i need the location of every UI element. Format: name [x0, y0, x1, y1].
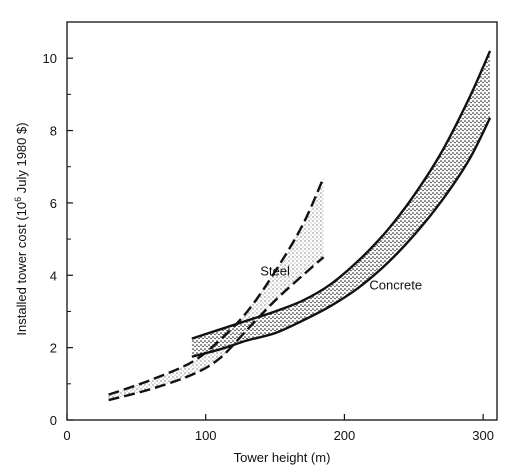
y-axis-title: Installed tower cost (106 July 1980 $) [13, 122, 29, 335]
x-tick-label: 200 [334, 428, 356, 443]
y-tick-label: 10 [43, 51, 57, 66]
band-layer [108, 50, 491, 401]
y-axis-title-superscript: 6 [13, 197, 23, 202]
y-tick-label: 6 [50, 196, 57, 211]
y-tick-label: 2 [50, 341, 57, 356]
x-tick-label: 300 [472, 428, 494, 443]
plot-frame [66, 21, 498, 421]
x-tick-label: 100 [195, 428, 217, 443]
y-tick-label: 4 [50, 268, 57, 283]
x-tick-label: 0 [63, 428, 70, 443]
concrete-lower-curve [191, 117, 492, 358]
steel-upper-curve [108, 177, 325, 396]
steel-series-label: Steel [260, 263, 290, 278]
concrete-upper-curve [191, 50, 492, 340]
series-line-layer [108, 50, 492, 402]
x-axis-title: Tower height (m) [234, 450, 331, 465]
concrete-range-band [191, 50, 491, 357]
tick-layer: 0 100 200 300 0 2 4 6 8 10 [43, 51, 494, 443]
y-axis-title-tail: July 1980 $) [14, 122, 29, 196]
y-axis-title-main: Installed tower cost (10 [14, 202, 29, 336]
y-tick-label: 0 [50, 413, 57, 428]
steel-range-band [108, 177, 324, 401]
concrete-series-label: Concrete [369, 278, 422, 293]
annotation-layer: Steel Concrete [260, 263, 422, 292]
y-tick-label: 8 [50, 124, 57, 139]
